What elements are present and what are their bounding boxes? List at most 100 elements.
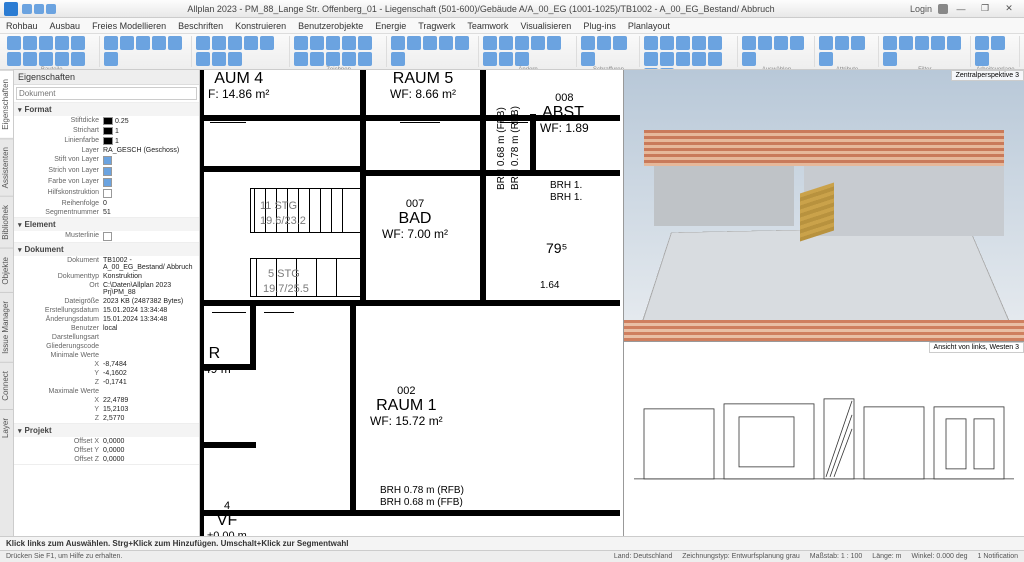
menu-item[interactable]: Plug-ins: [581, 21, 618, 31]
prop-value[interactable]: 2,5770: [103, 415, 195, 422]
ribbon-icon[interactable]: [294, 52, 308, 66]
menu-item[interactable]: Planlayout: [626, 21, 672, 31]
ribbon-icon[interactable]: [708, 52, 722, 66]
ribbon-icon[interactable]: [71, 36, 85, 50]
ribbon-icon[interactable]: [835, 36, 849, 50]
ribbon-icon[interactable]: [819, 52, 833, 66]
sidetab-objekte[interactable]: Objekte: [0, 248, 13, 293]
ribbon-icon[interactable]: [212, 36, 226, 50]
ribbon-icon[interactable]: [120, 36, 134, 50]
ribbon-icon[interactable]: [423, 36, 437, 50]
ribbon-icon[interactable]: [991, 36, 1005, 50]
prop-value[interactable]: [103, 178, 195, 187]
prop-value[interactable]: 1: [103, 137, 195, 145]
ribbon-icon[interactable]: [326, 36, 340, 50]
ribbon-icon[interactable]: [975, 52, 989, 66]
ribbon-icon[interactable]: [55, 36, 69, 50]
menu-item[interactable]: Benutzerobjekte: [296, 21, 365, 31]
prop-value[interactable]: TB1002 - A_00_EG_Bestand/ Abbruch: [103, 257, 195, 271]
maximize-button[interactable]: ❐: [974, 2, 996, 16]
ribbon-icon[interactable]: [692, 52, 706, 66]
prop-section-header[interactable]: Format: [14, 103, 199, 116]
ribbon-icon[interactable]: [7, 36, 21, 50]
ribbon-icon[interactable]: [260, 36, 274, 50]
menu-item[interactable]: Energie: [373, 21, 408, 31]
ribbon-icon[interactable]: [742, 36, 756, 50]
ribbon-icon[interactable]: [310, 52, 324, 66]
prop-value[interactable]: -4,1602: [103, 370, 195, 377]
prop-value[interactable]: [103, 388, 195, 395]
ribbon-icon[interactable]: [196, 52, 210, 66]
prop-value[interactable]: [103, 232, 195, 241]
ribbon-icon[interactable]: [23, 52, 37, 66]
prop-value[interactable]: [103, 167, 195, 176]
ribbon-icon[interactable]: [136, 36, 150, 50]
ribbon-icon[interactable]: [947, 36, 961, 50]
prop-value[interactable]: [103, 156, 195, 165]
ribbon-icon[interactable]: [883, 36, 897, 50]
ribbon-icon[interactable]: [790, 36, 804, 50]
user-icon[interactable]: [938, 4, 948, 14]
ribbon-icon[interactable]: [212, 52, 226, 66]
ribbon-icon[interactable]: [439, 36, 453, 50]
prop-value[interactable]: 15,2103: [103, 406, 195, 413]
ribbon-icon[interactable]: [104, 52, 118, 66]
menu-item[interactable]: Konstruieren: [233, 21, 288, 31]
ribbon-icon[interactable]: [483, 36, 497, 50]
sidetab-layer[interactable]: Layer: [0, 409, 13, 446]
viewport-3d[interactable]: Zentralperspektive 3: [624, 70, 1024, 341]
qa-icon[interactable]: [22, 4, 32, 14]
ribbon-icon[interactable]: [613, 36, 627, 50]
minimize-button[interactable]: —: [950, 2, 972, 16]
prop-value[interactable]: 0.25: [103, 117, 195, 125]
ribbon-icon[interactable]: [358, 36, 372, 50]
ribbon-icon[interactable]: [71, 52, 85, 66]
prop-value[interactable]: 0: [103, 200, 195, 207]
status-notif[interactable]: 1 Notification: [978, 553, 1018, 560]
menu-item[interactable]: Rohbau: [4, 21, 40, 31]
ribbon-icon[interactable]: [708, 36, 722, 50]
ribbon-icon[interactable]: [455, 36, 469, 50]
ribbon-icon[interactable]: [819, 36, 833, 50]
menu-item[interactable]: Teamwork: [465, 21, 510, 31]
prop-value[interactable]: 51: [103, 209, 195, 216]
prop-value[interactable]: [103, 343, 195, 350]
prop-value[interactable]: RA_GESCH (Geschoss): [103, 147, 195, 154]
ribbon-icon[interactable]: [581, 36, 595, 50]
qa-icon[interactable]: [34, 4, 44, 14]
ribbon-icon[interactable]: [774, 36, 788, 50]
ribbon-icon[interactable]: [931, 36, 945, 50]
prop-value[interactable]: 0,0000: [103, 447, 195, 454]
ribbon-icon[interactable]: [244, 36, 258, 50]
prop-value[interactable]: Konstruktion: [103, 273, 195, 280]
properties-search-input[interactable]: [16, 87, 197, 100]
qa-icon[interactable]: [46, 4, 56, 14]
ribbon-icon[interactable]: [851, 36, 865, 50]
prop-value[interactable]: -0,1741: [103, 379, 195, 386]
prop-value[interactable]: 0,0000: [103, 438, 195, 445]
ribbon-icon[interactable]: [581, 52, 595, 66]
prop-section-header[interactable]: Element: [14, 218, 199, 231]
ribbon-icon[interactable]: [358, 52, 372, 66]
ribbon-icon[interactable]: [310, 36, 324, 50]
menu-item[interactable]: Freies Modellieren: [90, 21, 168, 31]
ribbon-icon[interactable]: [515, 52, 529, 66]
ribbon-icon[interactable]: [660, 36, 674, 50]
ribbon-icon[interactable]: [915, 36, 929, 50]
ribbon-icon[interactable]: [39, 36, 53, 50]
ribbon-icon[interactable]: [742, 52, 756, 66]
sidetab-connect[interactable]: Connect: [0, 362, 13, 409]
sidetab-issue-manager[interactable]: Issue Manager: [0, 292, 13, 362]
prop-value[interactable]: local: [103, 325, 195, 332]
ribbon-icon[interactable]: [483, 52, 497, 66]
viewport-elevation[interactable]: Ansicht von links, Westen 3: [624, 341, 1024, 536]
ribbon-icon[interactable]: [597, 36, 611, 50]
prop-value[interactable]: [103, 189, 195, 198]
ribbon-icon[interactable]: [547, 36, 561, 50]
prop-value[interactable]: 15.01.2024 13:34:48: [103, 316, 195, 323]
prop-value[interactable]: C:\Daten\Allplan 2023 Prj\PM_88: [103, 282, 195, 296]
sidetab-eigenschaften[interactable]: Eigenschaften: [0, 70, 13, 138]
ribbon-icon[interactable]: [899, 36, 913, 50]
ribbon-icon[interactable]: [104, 36, 118, 50]
close-button[interactable]: ✕: [998, 2, 1020, 16]
